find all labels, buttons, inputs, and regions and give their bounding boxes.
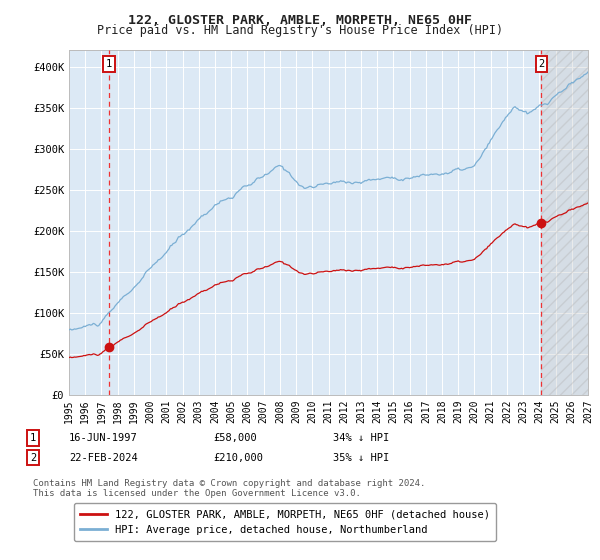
Text: 35% ↓ HPI: 35% ↓ HPI — [333, 452, 389, 463]
Text: 2: 2 — [538, 59, 545, 69]
Text: 16-JUN-1997: 16-JUN-1997 — [69, 433, 138, 443]
Text: 22-FEB-2024: 22-FEB-2024 — [69, 452, 138, 463]
Text: Price paid vs. HM Land Registry's House Price Index (HPI): Price paid vs. HM Land Registry's House … — [97, 24, 503, 37]
Text: 2: 2 — [30, 452, 36, 463]
Legend: 122, GLOSTER PARK, AMBLE, MORPETH, NE65 0HF (detached house), HPI: Average price: 122, GLOSTER PARK, AMBLE, MORPETH, NE65 … — [74, 503, 496, 541]
Text: £210,000: £210,000 — [213, 452, 263, 463]
Bar — [541, 50, 588, 395]
Text: 122, GLOSTER PARK, AMBLE, MORPETH, NE65 0HF: 122, GLOSTER PARK, AMBLE, MORPETH, NE65 … — [128, 14, 472, 27]
Text: £58,000: £58,000 — [213, 433, 257, 443]
Text: 34% ↓ HPI: 34% ↓ HPI — [333, 433, 389, 443]
Text: Contains HM Land Registry data © Crown copyright and database right 2024.
This d: Contains HM Land Registry data © Crown c… — [33, 479, 425, 498]
Text: 1: 1 — [30, 433, 36, 443]
Text: 1: 1 — [106, 59, 112, 69]
